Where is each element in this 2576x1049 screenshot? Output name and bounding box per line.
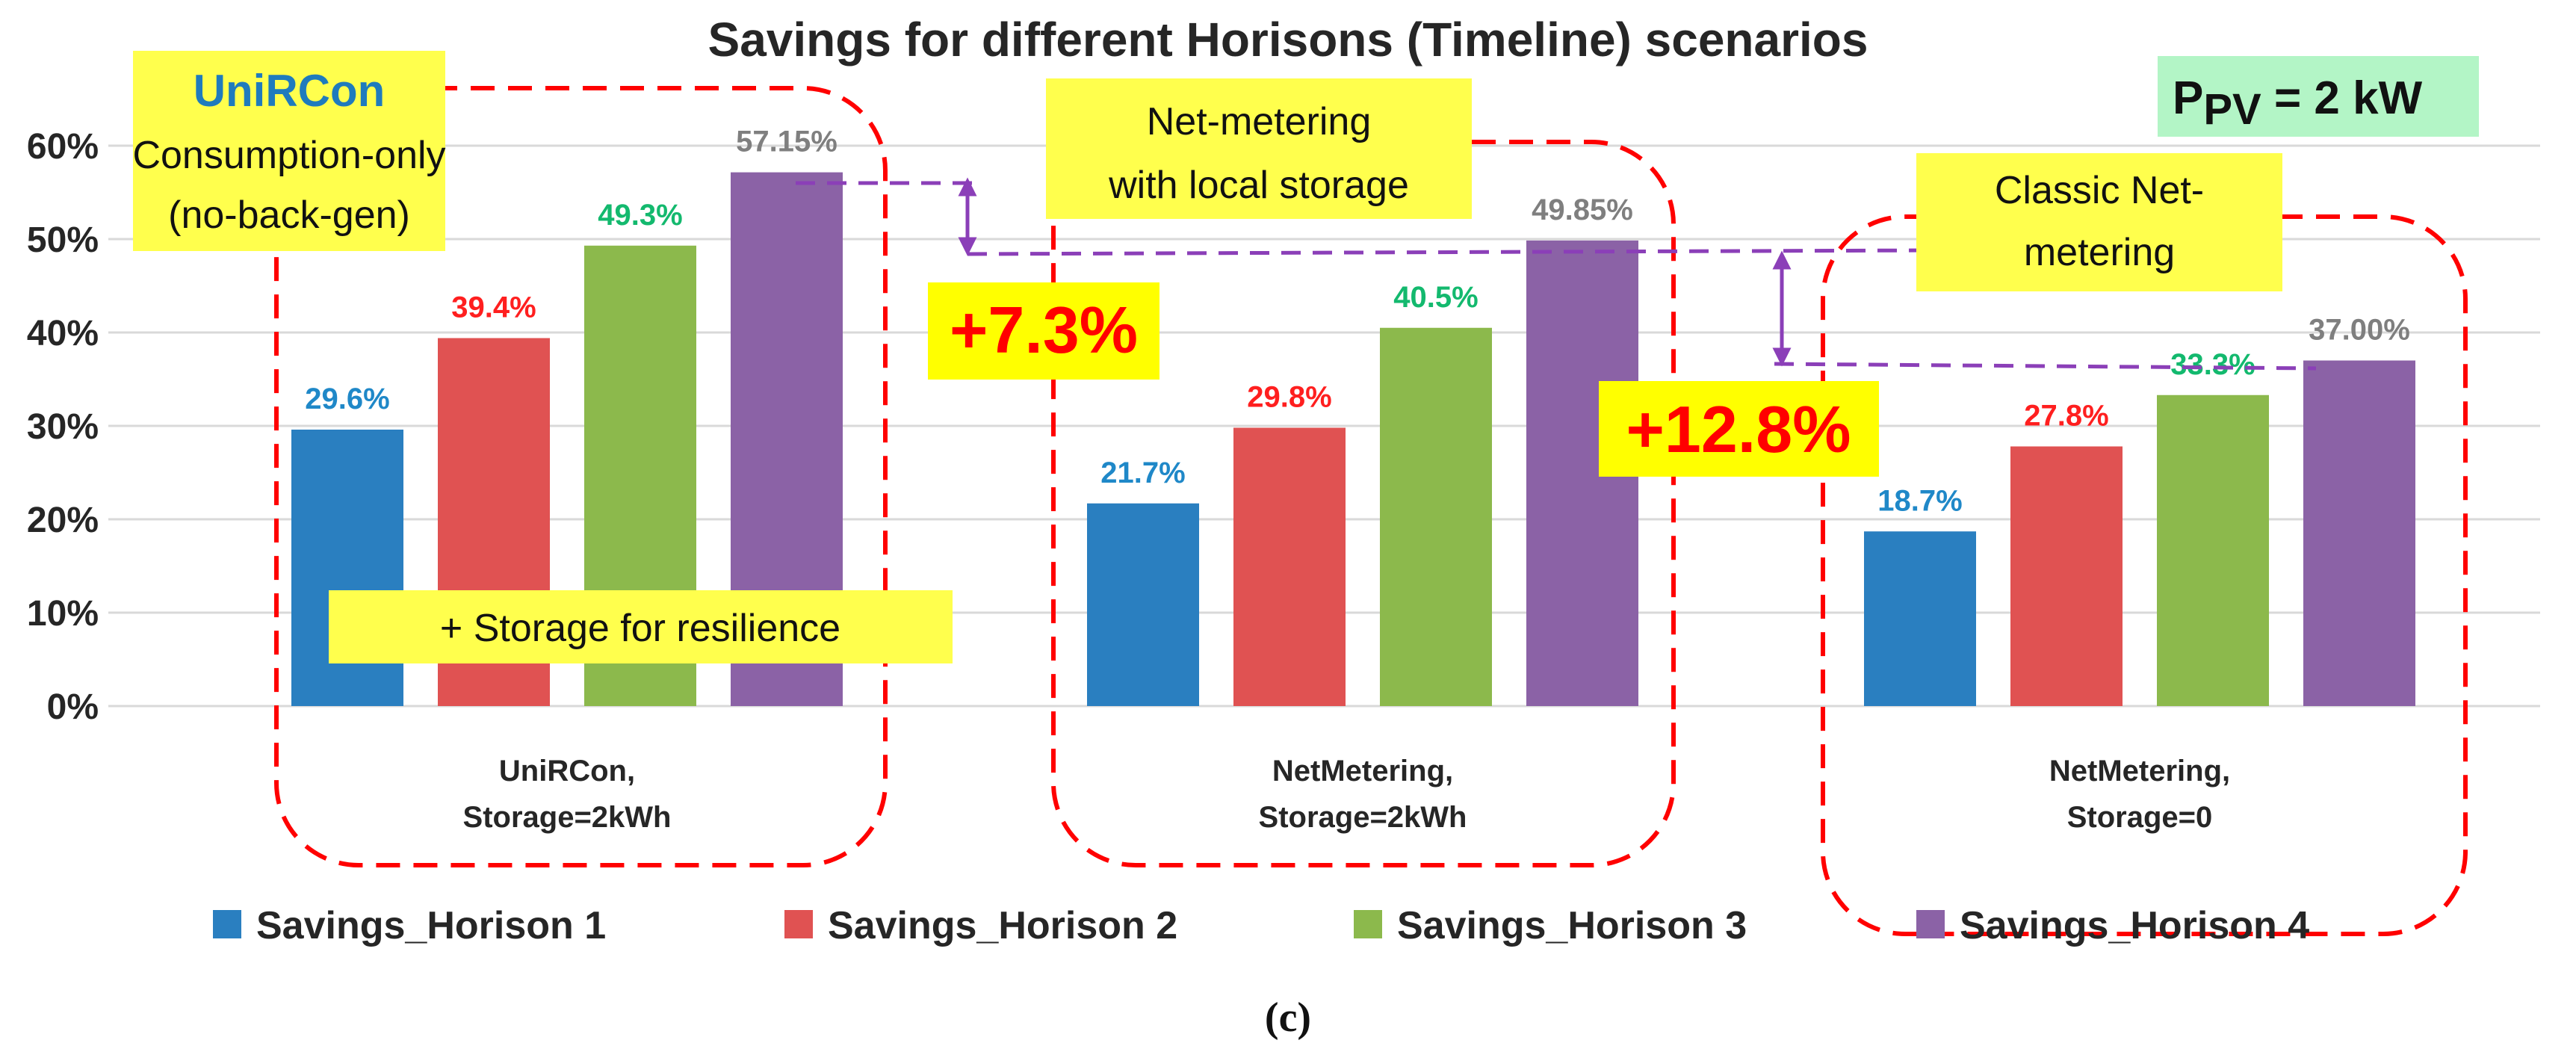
category-label: NetMetering, — [1272, 755, 1453, 787]
bar — [2010, 446, 2123, 706]
diff-box-1: +7.3% — [928, 282, 1159, 380]
data-label: 29.6% — [305, 383, 389, 415]
y-tick-label: 20% — [27, 501, 99, 540]
category-label: Storage=2kWh — [463, 801, 672, 834]
data-label: 49.3% — [598, 199, 682, 232]
figure-label: (c) — [1265, 994, 1311, 1041]
ref-line-classic-h4 — [1774, 362, 2317, 371]
y-tick-label: 50% — [27, 220, 99, 260]
callout-unircon-title: UniRCon — [193, 66, 386, 116]
legend-swatch — [213, 910, 241, 938]
bar — [1864, 531, 1976, 706]
callout-netmetering-storage-line-2: with local storage — [1108, 164, 1409, 207]
y-tick-label: 10% — [27, 594, 99, 634]
diff-label-2: +12.8% — [1626, 392, 1851, 466]
callout-storage: + Storage for resilience — [329, 590, 953, 663]
legend-label: Savings_Horison 4 — [1960, 904, 2309, 947]
callout-classic-line-2: metering — [2024, 231, 2175, 274]
y-axis-ticks: 0% 10% 20% 30% 40% 50% 60% — [27, 127, 99, 727]
category-label: Storage=0 — [2067, 801, 2213, 834]
legend-label: Savings_Horison 1 — [256, 904, 606, 947]
diff-label-1: +7.3% — [950, 293, 1138, 367]
data-label: 27.8% — [2024, 400, 2108, 433]
y-tick-label: 0% — [47, 687, 99, 727]
legend-swatch — [784, 910, 813, 938]
bar — [2157, 394, 2269, 706]
data-label: 57.15% — [736, 126, 837, 158]
legend: Savings_Horison 1 Savings_Horison 2 Saving… — [213, 904, 2309, 947]
data-label: 37.00% — [2309, 314, 2410, 347]
callout-unircon: UniRCon Consumption-only (no-back-gen) — [132, 51, 446, 251]
data-label: 21.7% — [1100, 457, 1185, 489]
ref-line-netmetering-h4 — [967, 248, 1936, 256]
ppv-main: P — [2173, 72, 2203, 124]
callout-classic-line-1: Classic Net- — [1995, 169, 2204, 212]
bars — [291, 172, 2415, 706]
diff-box-2: +12.8% — [1599, 381, 1879, 477]
category-label: Storage=2kWh — [1259, 801, 1467, 834]
data-labels: 29.6% 21.7% 18.7% 39.4% 29.8% 27.8% 49.3% 40.5%… — [305, 126, 2410, 518]
bar — [2303, 360, 2415, 706]
callout-unircon-line-1: Consumption-only — [132, 134, 445, 177]
bar — [1233, 427, 1346, 706]
y-tick-label: 60% — [27, 127, 99, 167]
data-label: 29.8% — [1247, 381, 1331, 414]
legend-swatch — [1354, 910, 1382, 938]
data-label: 18.7% — [1877, 484, 1962, 517]
callout-netmetering-storage-line-1: Net-metering — [1147, 100, 1372, 143]
bar — [1087, 503, 1199, 706]
bar — [291, 430, 403, 706]
category-label: UniRCon, — [499, 755, 635, 787]
data-label: 33.3% — [2170, 348, 2255, 381]
data-label: 39.4% — [451, 291, 536, 324]
legend-label: Savings_Horison 2 — [828, 904, 1177, 947]
callout-classic: Classic Net- metering — [1916, 153, 2282, 291]
callout-unircon-line-2: (no-back-gen) — [168, 194, 410, 237]
ppv-value: = 2 kW — [2261, 72, 2423, 124]
group-outline-unircon — [274, 86, 888, 867]
category-label: NetMetering, — [2049, 755, 2230, 787]
chart-title: Savings for different Horisons (Timeline… — [708, 13, 1868, 66]
y-tick-label: 40% — [27, 314, 99, 353]
callout-netmetering-storage: Net-metering with local storage — [1046, 78, 1472, 219]
legend-swatch — [1916, 910, 1945, 938]
callout-storage-text: + Storage for resilience — [440, 607, 840, 650]
ppv-subscript: PV — [2203, 85, 2261, 134]
bar — [1380, 327, 1492, 706]
ppv-label: PPV = 2 kW — [2173, 72, 2423, 134]
data-label: 40.5% — [1393, 281, 1478, 314]
ppv-box: PPV = 2 kW — [2158, 56, 2479, 137]
category-labels: UniRCon, Storage=2kWh NetMetering, Storage=… — [463, 755, 2231, 834]
y-tick-label: 30% — [27, 407, 99, 447]
legend-label: Savings_Horison 3 — [1397, 904, 1747, 947]
data-label: 49.85% — [1532, 194, 1633, 226]
